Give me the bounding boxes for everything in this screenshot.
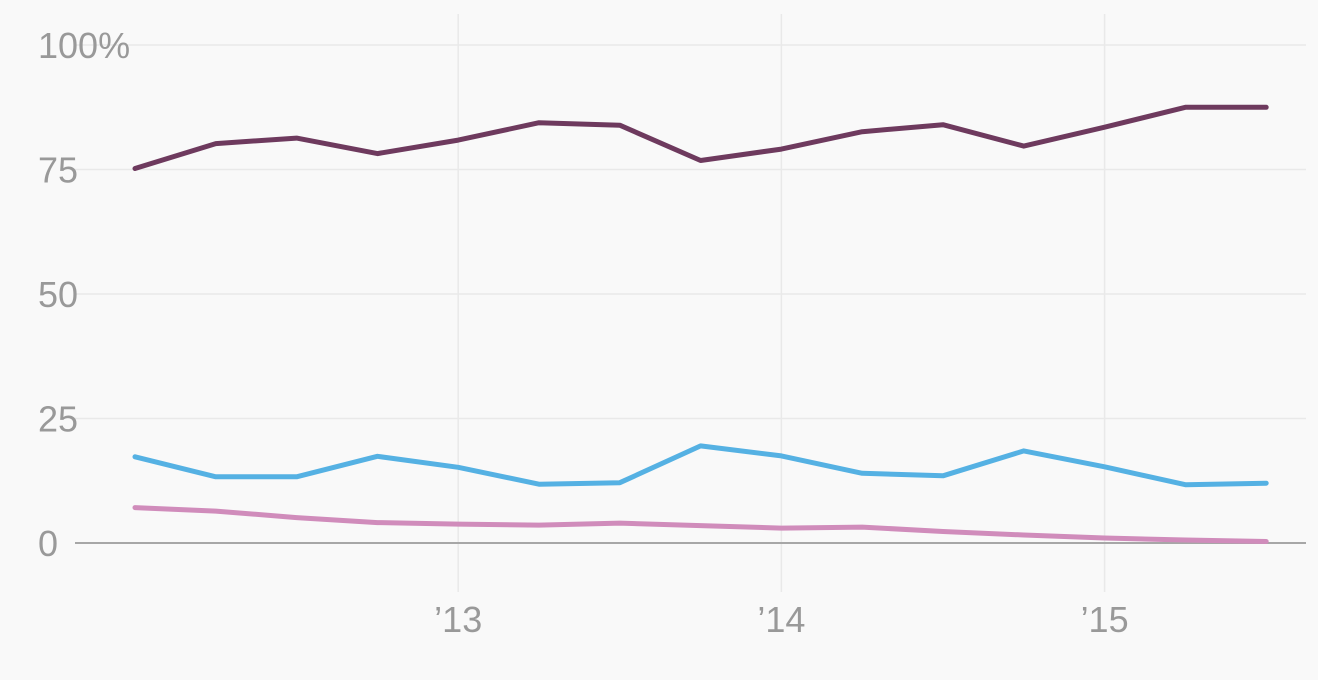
series-line-1 — [135, 107, 1266, 168]
y-tick-label: 0 — [38, 523, 58, 564]
y-tick-label: 100% — [38, 25, 130, 66]
x-tick-label: ’15 — [1081, 599, 1129, 640]
grid-layer — [75, 14, 1306, 592]
series-line-3 — [135, 508, 1266, 542]
y-tick-label: 50 — [38, 274, 78, 315]
series-line-2 — [135, 446, 1266, 485]
series-layer — [135, 107, 1266, 541]
y-tick-label: 75 — [38, 150, 78, 191]
x-tick-label: ’13 — [434, 599, 482, 640]
x-tick-label: ’14 — [757, 599, 805, 640]
y-tick-label: 25 — [38, 399, 78, 440]
axis-labels: ’13 ’14 ’15 0 25 50 75 100% — [38, 25, 1129, 640]
